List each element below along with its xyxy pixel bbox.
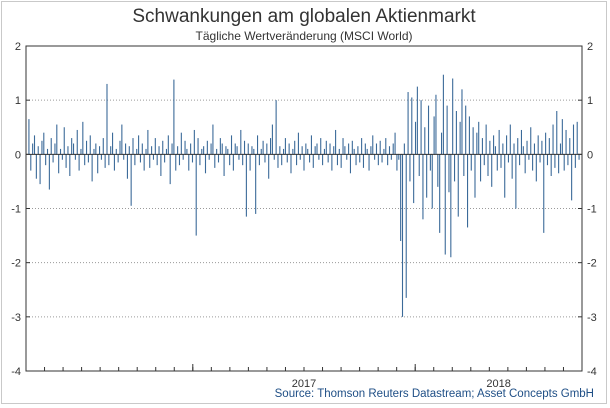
y-tick-label-right: -3	[587, 312, 597, 324]
y-tick-label-left: 0	[15, 149, 21, 161]
plot-area	[25, 45, 583, 372]
chart-subtitle: Tägliche Wertveränderung (MSCI World)	[195, 29, 413, 43]
y-tick-label-right: 0	[587, 149, 593, 161]
x-year-label: 2018	[486, 378, 510, 390]
y-tick-label-left: -1	[11, 204, 21, 216]
y-tick-label-left: -2	[11, 258, 21, 270]
y-tick-label-right: -2	[587, 258, 597, 270]
y-tick-label-right: -1	[587, 204, 597, 216]
y-tick-label-right: 2	[587, 41, 593, 53]
y-tick-label-left: -3	[11, 312, 21, 324]
y-tick-label-left: 2	[15, 41, 21, 53]
y-tick-label-left: -4	[11, 366, 21, 378]
y-tick-label-right: 1	[587, 95, 593, 107]
x-year-label: 2017	[292, 378, 316, 390]
y-tick-label-left: 1	[15, 95, 21, 107]
chart-title: Schwankungen am globalen Aktienmarkt	[132, 6, 476, 27]
y-tick-label-right: -4	[587, 366, 597, 378]
chart-source: Source: Thomson Reuters Datastream; Asse…	[274, 388, 594, 400]
